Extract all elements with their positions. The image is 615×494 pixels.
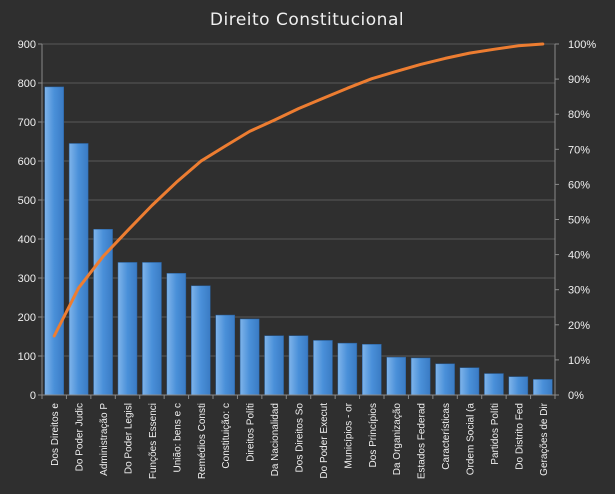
- y2-tick-label: 0%: [568, 390, 584, 402]
- bar: [337, 342, 358, 396]
- bar-series: [44, 86, 553, 396]
- x-tick-label: Da Nacionalidad: [270, 403, 281, 476]
- x-tick-label: Funções Essenci: [148, 403, 159, 479]
- x-tick-label: Ordem Social (a: [466, 403, 477, 476]
- y-tick-label: 300: [18, 273, 36, 285]
- bar: [117, 262, 138, 396]
- x-tick-label: Do Poder Judic: [75, 403, 86, 471]
- axes: [38, 43, 559, 399]
- x-tick-label: Estados Federad: [417, 403, 428, 479]
- bar: [313, 340, 333, 396]
- x-tick-label: Dos Princípios: [368, 403, 379, 467]
- bar: [484, 373, 504, 396]
- x-tick-label: Municípios - or: [343, 402, 354, 468]
- y2-tick-label: 70%: [568, 144, 590, 156]
- y2-tick-label: 90%: [568, 74, 590, 86]
- y-tick-label: 400: [18, 234, 36, 246]
- cumulative-line-series: [52, 42, 545, 338]
- y-tick-label: 0: [30, 390, 36, 402]
- y2-tick-label: 30%: [568, 285, 590, 297]
- y2-tick-label: 80%: [568, 109, 590, 121]
- x-tick-label: Do Poder Legisl: [124, 403, 135, 474]
- chart-title: Direito Constitucional: [210, 10, 404, 30]
- x-tick-label: Dos Direitos So: [295, 403, 306, 473]
- bar: [459, 367, 480, 396]
- x-tick-label: Dos Direitos e: [50, 403, 61, 466]
- x-tick-label: Características: [441, 403, 452, 470]
- bar: [239, 318, 260, 396]
- y2-tick-label: 20%: [568, 320, 590, 332]
- bar: [435, 363, 455, 396]
- x-tick-label: Remédios Consti: [197, 403, 208, 479]
- bar: [215, 314, 235, 396]
- y2-tick-label: 40%: [568, 250, 590, 262]
- bar: [68, 143, 89, 396]
- x-tick-label: Constituição: c: [221, 403, 232, 469]
- bar: [166, 273, 187, 396]
- x-tick-label: Gerações de Dir: [539, 402, 550, 475]
- x-tick-label: União: bens e c: [172, 403, 183, 473]
- bar: [93, 229, 113, 396]
- bar: [386, 356, 406, 396]
- y2-tick-label: 50%: [568, 215, 590, 227]
- bar: [264, 335, 284, 396]
- bar: [410, 357, 431, 396]
- bar: [533, 379, 553, 396]
- bar: [142, 262, 162, 396]
- bar: [44, 86, 64, 396]
- x-tick-label: Do Poder Execut: [319, 403, 330, 479]
- x-tick-label: Da Organização: [392, 403, 403, 476]
- bar: [508, 376, 529, 396]
- bar: [362, 344, 382, 396]
- x-tick-label: Direitos Políti: [246, 403, 257, 462]
- y2-tick-label: 60%: [568, 179, 590, 191]
- y-tick-label: 900: [18, 39, 36, 51]
- y-tick-label: 600: [18, 156, 36, 168]
- x-tick-label: Do Distrito Fed: [514, 403, 525, 470]
- x-tick-label: Administração P: [99, 403, 110, 476]
- y-tick-label: 100: [18, 351, 36, 363]
- y2-tick-label: 10%: [568, 355, 590, 367]
- y-tick-label: 200: [18, 312, 36, 324]
- x-tick-label: Partidos Políti: [490, 403, 501, 465]
- y-tick-label: 700: [18, 117, 36, 129]
- axis-labels: 0 100 200 300 400 500 600 700 800 900 0% 10% 20% 30% 4…: [18, 39, 597, 479]
- y2-tick-label: 100%: [568, 39, 596, 51]
- y-tick-label: 500: [18, 195, 36, 207]
- bar: [191, 285, 211, 396]
- y-tick-label: 800: [18, 78, 36, 90]
- bar: [288, 335, 309, 396]
